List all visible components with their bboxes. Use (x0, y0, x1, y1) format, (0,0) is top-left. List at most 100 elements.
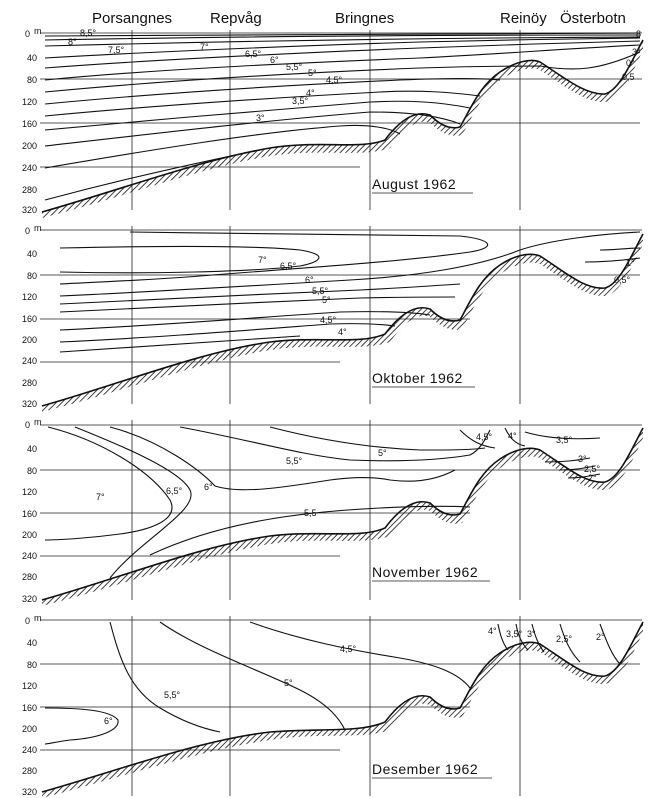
isotherm-label: 7° (258, 255, 267, 265)
depth-axis: 0 m 40 80 120 160 200 240 280 320 (22, 417, 42, 604)
isotherm-label: 8° (68, 37, 77, 47)
depth-tick: 280 (22, 572, 37, 582)
isotherm-label: 0,5 (622, 72, 635, 82)
isotherm-label: 2,5° (556, 634, 573, 644)
isotherm-label: 0° (626, 58, 635, 68)
isotherm-label: 5,5 (304, 508, 317, 518)
isotherm-label: 7,5° (108, 45, 125, 55)
depth-unit: m (34, 223, 42, 233)
depth-tick: 240 (22, 551, 37, 561)
isotherm-label: 4° (508, 431, 517, 441)
depth-tick: 80 (27, 466, 37, 476)
isotherm-label: 7° (200, 42, 209, 52)
depth-tick: 0 (25, 226, 30, 236)
seabed (41, 621, 644, 798)
depth-tick: 200 (22, 141, 37, 151)
isotherm-label: 5,5° (164, 690, 181, 700)
depth-tick: 320 (22, 787, 37, 797)
isotherm-label: 4,5° (320, 315, 337, 325)
isotherm-label: 3,5° (292, 96, 309, 106)
panel-november: 0 m 40 80 120 160 200 240 280 320 (22, 417, 644, 606)
depth-tick: 280 (22, 378, 37, 388)
panel-title: Oktober 1962 (372, 370, 463, 386)
depth-tick: 320 (22, 594, 37, 604)
seabed (41, 427, 644, 606)
depth-tick: 160 (22, 703, 37, 713)
depth-tick: 240 (22, 745, 37, 755)
isotherm-label: 5,5° (312, 286, 329, 296)
isotherm-label: 6° (104, 716, 113, 726)
depth-tick: 200 (22, 724, 37, 734)
depth-tick: 160 (22, 509, 37, 519)
depth-tick: 40 (27, 53, 37, 63)
grid-lines (40, 226, 642, 404)
depth-tick: 120 (22, 292, 37, 302)
isotherm-label: 0,5° (614, 275, 631, 285)
seabed (41, 233, 644, 412)
isotherm-label: 4° (338, 327, 347, 337)
panel-title: November 1962 (372, 564, 478, 580)
isotherm-label: 3° (632, 47, 641, 57)
depth-axis: 0 m 40 80 120 160 200 240 280 320 (22, 223, 42, 409)
isotherm-label: 3° (527, 629, 536, 639)
depth-tick: 40 (27, 444, 37, 454)
isotherm-label: 2,5° (584, 464, 601, 474)
depth-tick: 120 (22, 681, 37, 691)
isotherm-label: 4,5° (476, 432, 493, 442)
depth-tick: 200 (22, 530, 37, 540)
isotherm-label: 5° (308, 68, 317, 78)
depth-tick: 280 (22, 185, 37, 195)
depth-axis: 0 m 40 80 120 160 200 240 280 320 (22, 613, 42, 797)
depth-tick: 0 (25, 420, 30, 430)
depth-tick: 0 (25, 29, 30, 39)
depth-tick: 320 (22, 205, 37, 215)
isotherm-labels: 6° 5,5° 5° 4,5° 4° 3,5° 3° 2,5° 2° (104, 626, 605, 726)
isotherm-label: 8 (636, 29, 641, 39)
isotherm-label: 5,5° (286, 62, 303, 72)
isotherm-label: 7° (96, 492, 105, 502)
isotherms (44, 621, 621, 745)
depth-unit: m (34, 26, 42, 36)
depth-tick: 40 (27, 249, 37, 259)
isotherm-label: 1° (626, 258, 635, 268)
depth-tick: 80 (27, 75, 37, 85)
isotherm-label: 5° (322, 295, 331, 305)
depth-tick: 240 (22, 163, 37, 173)
panel-title: August 1962 (372, 176, 456, 192)
isotherms (44, 32, 641, 201)
isotherm-label: 5° (284, 678, 293, 688)
isotherm-label: 6,5° (245, 49, 262, 59)
isotherm-label: 4,5° (340, 644, 357, 654)
isotherm-label: 3° (256, 113, 265, 123)
station-labels: Porsangnes Repvåg Bringnes Reinöy Österb… (92, 9, 626, 27)
isotherm-label: 2° (596, 632, 605, 642)
panel-oktober: 0 m 40 80 120 160 200 240 280 320 (22, 223, 644, 412)
panel-title: Desember 1962 (372, 761, 478, 777)
isotherm-label: 3,5° (556, 435, 573, 445)
depth-axis: 0 m 40 80 120 160 200 240 280 320 (22, 26, 42, 215)
isotherm-label: 6,5° (280, 261, 297, 271)
station-label-porsangnes: Porsangnes (92, 10, 172, 27)
depth-tick: 320 (22, 399, 37, 409)
isotherm-label: 5° (378, 448, 387, 458)
isotherms (59, 231, 641, 353)
isotherm-label: 4,5° (326, 75, 343, 85)
station-label-repvag: Repvåg (210, 10, 262, 27)
panel-august: 0 m 40 80 120 160 200 240 280 320 (22, 26, 644, 218)
depth-tick: 120 (22, 487, 37, 497)
station-label-bringnes: Bringnes (335, 10, 394, 27)
depth-tick: 80 (27, 271, 37, 281)
isotherm-label: 5,5° (286, 456, 303, 466)
isotherm-label: 2° (588, 473, 597, 483)
depth-tick: 200 (22, 335, 37, 345)
depth-tick: 80 (27, 660, 37, 670)
isotherm-labels: 8,5° 8° 7,5° 7° 6,5° 6° 5,5° 5° 4,5° 4° … (68, 28, 641, 123)
isotherm-label: 4° (488, 626, 497, 636)
depth-tick: 120 (22, 97, 37, 107)
isotherm-labels: 7° 6,5° 6° 5,5° 5° 5,5 4,5° 4° 3,5° 3° 2… (96, 431, 601, 518)
station-label-osterbotn: Österbotn (560, 9, 626, 27)
isotherm-label: 8,5° (80, 28, 97, 38)
depth-tick: 160 (22, 314, 37, 324)
panel-desember: 0 m 40 80 120 160 200 240 280 320 (22, 613, 644, 798)
